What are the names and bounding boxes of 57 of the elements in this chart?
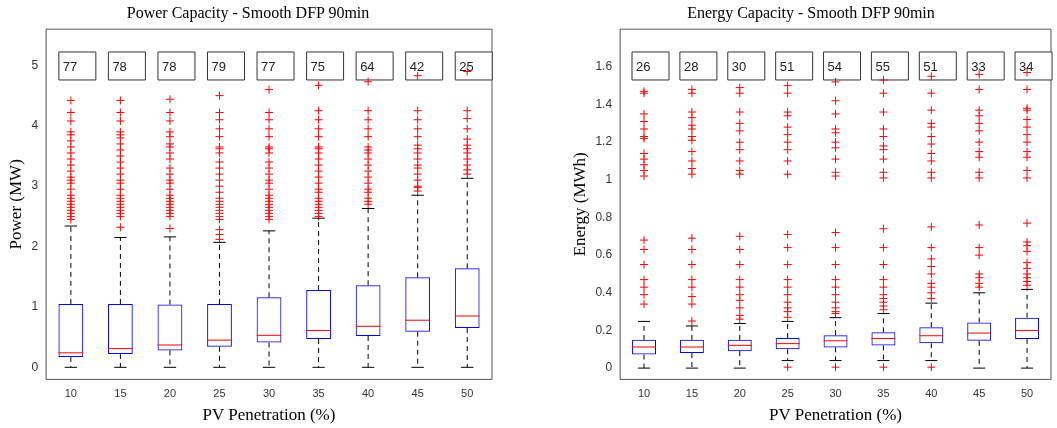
y-tick-label: 0.4 bbox=[595, 285, 613, 300]
y-tick-label: 1.6 bbox=[595, 59, 613, 74]
x-tick-label: 35 bbox=[312, 387, 325, 400]
x-tick-label: 25 bbox=[781, 387, 794, 400]
chart-title: Power Capacity - Smooth DFP 90min bbox=[126, 3, 370, 22]
x-tick-label: 20 bbox=[733, 387, 746, 400]
x-tick-label: 40 bbox=[362, 387, 375, 400]
y-tick-label: 1 bbox=[605, 172, 613, 187]
annotation: 28 bbox=[683, 58, 699, 74]
x-tick-label: 40 bbox=[925, 387, 938, 400]
x-tick-label: 10 bbox=[64, 387, 77, 400]
annotation: 78 bbox=[161, 58, 177, 74]
chart-title: Energy Capacity - Smooth DFP 90min bbox=[687, 3, 935, 22]
x-tick-label: 35 bbox=[877, 387, 890, 400]
y-tick-label: 0.2 bbox=[595, 322, 613, 337]
x-axis-title: PV Penetration (%) bbox=[202, 405, 336, 425]
x-tick-label: 45 bbox=[973, 387, 986, 400]
annotation: 78 bbox=[112, 58, 127, 74]
x-tick-label: 10 bbox=[637, 387, 651, 400]
y-tick-label: 1.4 bbox=[595, 96, 613, 111]
x-tick-label: 45 bbox=[411, 387, 424, 400]
y-tick-label: 1 bbox=[31, 299, 39, 314]
annotation: 30 bbox=[731, 58, 747, 74]
y-tick-label: 4 bbox=[31, 118, 39, 133]
annotation: 64 bbox=[360, 58, 375, 74]
annotation: 25 bbox=[459, 58, 474, 74]
x-tick-label: 30 bbox=[262, 387, 276, 400]
annotation: 75 bbox=[310, 58, 326, 74]
annotation: 51 bbox=[923, 58, 938, 74]
x-tick-label: 15 bbox=[685, 387, 699, 400]
annotation: 55 bbox=[875, 58, 890, 74]
annotation: 33 bbox=[971, 58, 986, 74]
x-tick-label: 20 bbox=[163, 387, 177, 400]
y-tick-label: 0 bbox=[31, 359, 39, 374]
x-axis-title: PV Penetration (%) bbox=[769, 405, 902, 425]
annotation: 34 bbox=[1019, 58, 1034, 74]
y-axis-title: Power (MW) bbox=[5, 159, 25, 250]
annotation: 54 bbox=[827, 58, 843, 74]
annotation: 77 bbox=[261, 58, 276, 74]
y-tick-label: 3 bbox=[31, 178, 39, 193]
annotation: 26 bbox=[636, 58, 651, 74]
y-tick-label: 0 bbox=[605, 360, 613, 375]
y-tick-label: 0.8 bbox=[595, 209, 613, 224]
annotation: 51 bbox=[779, 58, 795, 74]
annotation: 77 bbox=[62, 58, 78, 74]
x-tick-label: 50 bbox=[461, 387, 474, 400]
x-tick-label: 30 bbox=[829, 387, 842, 400]
x-tick-label: 15 bbox=[114, 387, 127, 400]
y-tick-label: 0.6 bbox=[595, 247, 613, 262]
y-tick-label: 1.2 bbox=[595, 134, 613, 149]
y-tick-label: 5 bbox=[31, 57, 39, 72]
annotation: 79 bbox=[211, 58, 226, 74]
y-axis-title: Energy (MWh) bbox=[569, 152, 589, 257]
x-tick-label: 25 bbox=[213, 387, 226, 400]
annotation: 42 bbox=[409, 58, 425, 74]
y-tick-label: 2 bbox=[31, 238, 39, 253]
x-tick-label: 50 bbox=[1020, 387, 1034, 400]
